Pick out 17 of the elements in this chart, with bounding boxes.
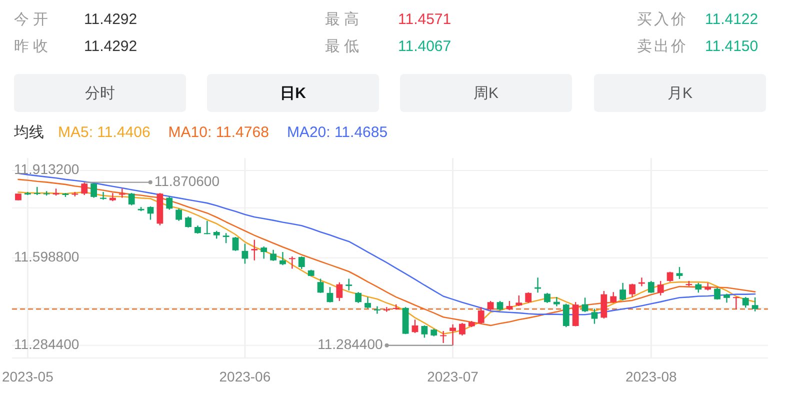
y-tick-label: 11.598800 <box>14 248 80 265</box>
y-tick-label: 11.913200 <box>14 161 80 178</box>
text: MA20: 11.4685 <box>286 124 388 141</box>
annotation: 11.284400 <box>318 336 383 352</box>
text: 周K <box>473 84 499 102</box>
text: MA5: 11.4406 <box>58 124 150 141</box>
annotation: 11.870600 <box>154 173 220 190</box>
text: 月K <box>667 84 693 102</box>
text: 日K <box>280 84 306 102</box>
y-tick-label: 11.284400 <box>14 336 80 352</box>
text: MA10: 11.4768 <box>168 124 269 141</box>
x-tick-label: 2023-07 <box>427 368 479 385</box>
x-tick-label: 2023-06 <box>219 368 271 385</box>
legend-title: 均线 <box>13 124 44 141</box>
x-tick-label: 2023-08 <box>625 368 678 385</box>
text: 分时 <box>85 84 115 102</box>
x-tick-label: 2023-05 <box>2 368 54 385</box>
